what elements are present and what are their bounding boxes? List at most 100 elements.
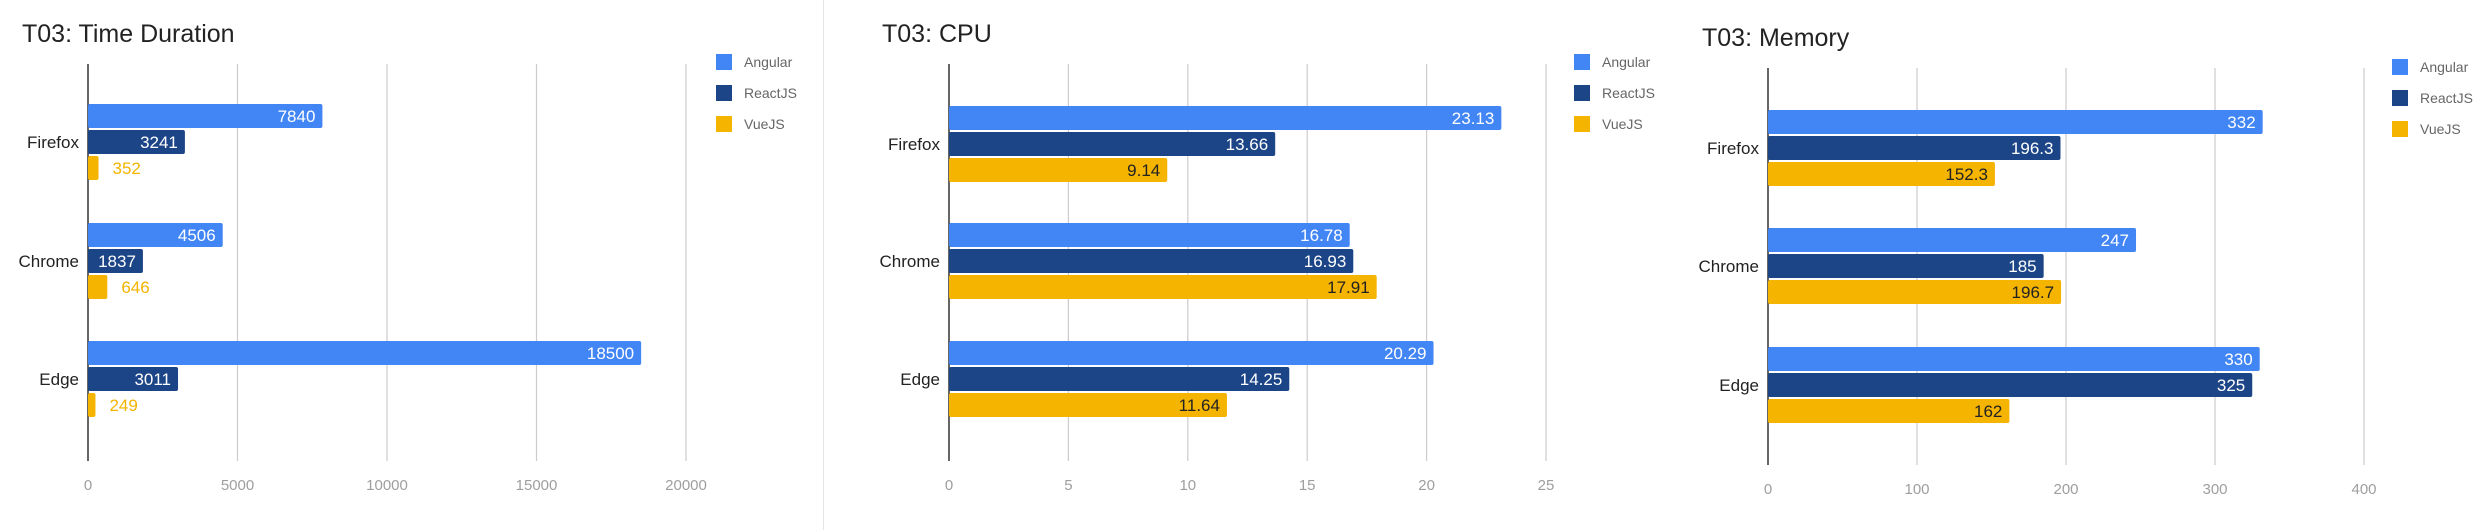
bar-vuejs-chrome [1768, 280, 2062, 304]
bar-reactjs-chrome [1768, 254, 2044, 278]
data-label-reactjs-firefox: 13.66 [1226, 135, 1269, 154]
data-label-vuejs-edge: 11.64 [1179, 396, 1220, 415]
x-tick-label: 15 [1299, 477, 1316, 494]
category-label-chrome: Chrome [880, 252, 940, 271]
legend-swatch-vuejs [1574, 116, 1590, 132]
legend-label-angular: Angular [1602, 54, 1651, 70]
x-tick-label: 100 [1904, 481, 1929, 498]
data-label-reactjs-firefox: 3241 [140, 133, 178, 152]
chart-svg: T03: Time Duration 0 5000 10000 15000 20000 Fi… [19, 20, 797, 494]
data-label-angular-firefox: 7840 [278, 107, 316, 126]
legend-label-angular: Angular [2420, 59, 2469, 75]
bar-angular-firefox [88, 104, 323, 128]
bar-angular-edge [1768, 347, 2260, 371]
data-label-reactjs-chrome: 185 [2008, 257, 2036, 276]
data-label-angular-firefox: 332 [2227, 113, 2255, 132]
chart-title: T03: Time Duration [22, 20, 235, 48]
data-label-reactjs-firefox: 196.3 [2011, 139, 2054, 158]
data-label-angular-edge: 20.29 [1384, 344, 1427, 363]
data-label-angular-firefox: 23.13 [1452, 109, 1495, 128]
data-label-vuejs-firefox: 352 [113, 159, 141, 178]
bar-angular-chrome [1768, 228, 2137, 252]
time-duration-chart: T03: Time Duration 0 5000 10000 15000 20000 Fi… [0, 0, 823, 530]
data-label-angular-chrome: 4506 [178, 226, 216, 245]
data-label-vuejs-chrome: 196.7 [2012, 283, 2055, 302]
bar-reactjs-chrome [949, 249, 1354, 273]
bar-vuejs-edge [949, 393, 1227, 417]
data-label-reactjs-chrome: 1837 [98, 252, 136, 271]
legend-label-reactjs: ReactJS [2420, 90, 2473, 106]
x-tick-label: 400 [2351, 481, 2376, 498]
x-tick-label: 5000 [221, 477, 254, 494]
x-tick-label: 20000 [665, 477, 707, 494]
chart-svg: T03: Memory 0 100 200 300 400 Firefox 332 196.3 1… [1699, 24, 2473, 498]
bar-reactjs-edge [949, 367, 1290, 391]
data-label-angular-edge: 18500 [587, 344, 634, 363]
legend-label-vuejs: VueJS [744, 116, 785, 132]
category-label-firefox: Firefox [888, 135, 940, 154]
data-label-reactjs-edge: 3011 [134, 370, 171, 389]
chart-title: T03: Memory [1702, 24, 1850, 52]
bar-angular-chrome [88, 223, 223, 247]
bar-angular-edge [88, 341, 642, 365]
data-label-reactjs-chrome: 16.93 [1304, 252, 1347, 271]
legend-label-reactjs: ReactJS [1602, 85, 1655, 101]
bar-angular-chrome [949, 223, 1350, 247]
legend-swatch-angular [1574, 54, 1590, 70]
x-tick-label: 300 [2202, 481, 2227, 498]
data-label-angular-chrome: 247 [2101, 231, 2129, 250]
legend-swatch-reactjs [716, 85, 732, 101]
category-label-firefox: Firefox [27, 133, 79, 152]
bar-vuejs-chrome [88, 275, 108, 299]
legend-swatch-angular [716, 54, 732, 70]
x-tick-label: 0 [1764, 481, 1772, 498]
legend-swatch-angular [2392, 59, 2408, 75]
legend-swatch-reactjs [2392, 90, 2408, 106]
category-label-firefox: Firefox [1707, 139, 1759, 158]
x-tick-label: 10000 [366, 477, 408, 494]
bar-vuejs-edge [1768, 399, 2010, 423]
category-label-edge: Edge [900, 370, 940, 389]
chart-title: T03: CPU [882, 20, 992, 48]
x-tick-label: 25 [1538, 477, 1555, 494]
x-tick-label: 15000 [516, 477, 558, 494]
data-label-angular-edge: 330 [2224, 350, 2252, 369]
x-tick-label: 10 [1179, 477, 1196, 494]
data-label-vuejs-chrome: 17.91 [1327, 278, 1370, 297]
x-tick-label: 20 [1418, 477, 1435, 494]
bar-reactjs-firefox [949, 132, 1276, 156]
bar-vuejs-edge [88, 393, 96, 417]
bar-angular-firefox [1768, 110, 2263, 134]
x-tick-label: 0 [945, 477, 953, 494]
legend-swatch-vuejs [2392, 121, 2408, 137]
category-label-edge: Edge [39, 370, 79, 389]
bar-reactjs-chrome [88, 249, 143, 273]
bar-reactjs-firefox [1768, 136, 2061, 160]
bar-reactjs-edge [1768, 373, 2253, 397]
data-label-angular-chrome: 16.78 [1300, 226, 1343, 245]
bar-reactjs-edge [88, 367, 179, 391]
data-label-vuejs-firefox: 9.14 [1127, 161, 1160, 180]
x-tick-label: 0 [84, 477, 92, 494]
data-label-vuejs-chrome: 646 [121, 278, 149, 297]
category-label-chrome: Chrome [1699, 257, 1759, 276]
legend-label-angular: Angular [744, 54, 793, 70]
legend-swatch-vuejs [716, 116, 732, 132]
category-label-chrome: Chrome [19, 252, 79, 271]
data-label-reactjs-edge: 325 [2217, 376, 2245, 395]
memory-chart: T03: Memory 0 100 200 300 400 Firefox 332 196.3 1… [1645, 0, 2492, 530]
data-label-vuejs-edge: 162 [1974, 402, 2002, 421]
panel-divider [823, 0, 824, 530]
data-label-vuejs-edge: 249 [109, 396, 137, 415]
bar-angular-firefox [949, 106, 1502, 130]
x-tick-label: 200 [2053, 481, 2078, 498]
bar-vuejs-firefox [949, 158, 1168, 182]
cpu-chart: T03: CPU 0 5 10 15 20 25 Firefox 23.13 13.66 9.14 C… [824, 0, 1655, 530]
data-label-vuejs-firefox: 152.3 [1945, 165, 1988, 184]
bar-vuejs-firefox [88, 156, 99, 180]
category-label-edge: Edge [1719, 376, 1759, 395]
x-tick-label: 5 [1064, 477, 1072, 494]
chart-svg: T03: CPU 0 5 10 15 20 25 Firefox 23.13 13.66 9.14 C… [880, 20, 1655, 494]
bar-angular-edge [949, 341, 1434, 365]
data-label-reactjs-edge: 14.25 [1240, 370, 1283, 389]
